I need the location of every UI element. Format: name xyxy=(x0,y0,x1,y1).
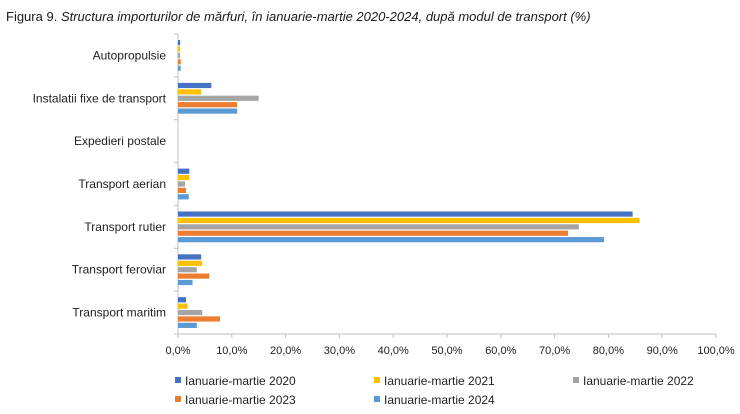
category-label: Autopropulsie xyxy=(93,48,167,62)
bar xyxy=(178,230,569,236)
category-label: Transport maritim xyxy=(72,306,166,320)
bars-layer xyxy=(178,40,640,328)
labels-layer: 0,0% 10,0% 20,0% 30,0% 40,0% 50,0% 60,0% 70,0% 8… xyxy=(33,48,735,357)
x-tick-label: 90,0% xyxy=(647,345,678,357)
chart-title-prefix: Figura 9. xyxy=(6,9,58,24)
bar xyxy=(178,181,185,187)
category-label: Transport aerian xyxy=(78,177,166,191)
legend-label: Ianuarie-martie 2024 xyxy=(384,393,495,407)
x-tick-label: 80,0% xyxy=(593,345,624,357)
x-tick-label: 20,0% xyxy=(270,345,301,357)
axis-layer xyxy=(174,33,717,338)
legend-swatch xyxy=(175,377,181,383)
bar xyxy=(178,82,212,89)
bar xyxy=(178,224,579,230)
bar xyxy=(178,108,238,114)
bar xyxy=(178,102,238,108)
bar xyxy=(178,65,181,71)
x-tick-label: 60,0% xyxy=(485,345,516,357)
legend-swatch xyxy=(573,377,579,383)
bar xyxy=(178,194,189,200)
legend-swatch xyxy=(374,377,380,383)
x-tick-label: 50,0% xyxy=(431,345,462,357)
chart-title-main: Structura importurilor de mărfuri, în ia… xyxy=(60,9,591,24)
legend-label: Ianuarie-martie 2022 xyxy=(583,374,694,388)
legend-label: Ianuarie-martie 2023 xyxy=(185,393,296,407)
legend-label: Ianuarie-martie 2020 xyxy=(185,374,296,388)
bar xyxy=(178,279,193,286)
x-tick-label: 70,0% xyxy=(539,345,570,357)
x-tick-label: 30,0% xyxy=(324,345,355,357)
bar xyxy=(178,316,220,322)
category-label: Instalatii fixe de transport xyxy=(33,91,167,105)
category-label: Transport rutier xyxy=(84,220,166,234)
category-label: Expedieri postale xyxy=(74,134,166,148)
bar xyxy=(178,273,210,279)
x-tick-label: 10,0% xyxy=(216,345,247,357)
bar xyxy=(178,309,203,316)
bar xyxy=(178,260,203,266)
bar xyxy=(178,254,202,260)
bar xyxy=(178,217,640,224)
category-label: Transport feroviar xyxy=(72,263,166,277)
bar xyxy=(178,303,188,309)
bar xyxy=(178,211,633,217)
x-tick-label: 40,0% xyxy=(378,345,409,357)
legend-layer: Ianuarie-martie 2020 Ianuarie-martie 2021… xyxy=(175,374,694,407)
legend-swatch xyxy=(374,396,380,402)
legend-label: Ianuarie-martie 2021 xyxy=(384,374,495,388)
legend-swatch xyxy=(175,396,181,402)
bar xyxy=(178,322,197,328)
bar xyxy=(178,59,181,65)
bar xyxy=(178,175,190,181)
bar xyxy=(178,40,181,46)
bar xyxy=(178,89,202,95)
x-tick-label: 0,0% xyxy=(165,345,190,357)
bar xyxy=(178,95,259,101)
bar xyxy=(178,267,197,273)
bar xyxy=(178,52,181,59)
bar xyxy=(178,168,190,174)
x-tick-label: 100,0% xyxy=(697,345,735,357)
chart-title: Figura 9. Structura importurilor de mărf… xyxy=(6,9,591,24)
bar xyxy=(178,297,187,303)
bar xyxy=(178,187,187,193)
bar xyxy=(178,237,605,243)
bar xyxy=(178,46,181,52)
